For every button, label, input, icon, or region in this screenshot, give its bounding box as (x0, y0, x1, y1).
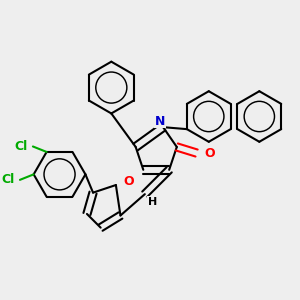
Text: O: O (204, 146, 215, 160)
Text: H: H (148, 197, 157, 207)
Text: Cl: Cl (1, 173, 14, 186)
Text: N: N (155, 115, 165, 128)
Text: Cl: Cl (14, 140, 27, 153)
Text: O: O (124, 176, 134, 188)
